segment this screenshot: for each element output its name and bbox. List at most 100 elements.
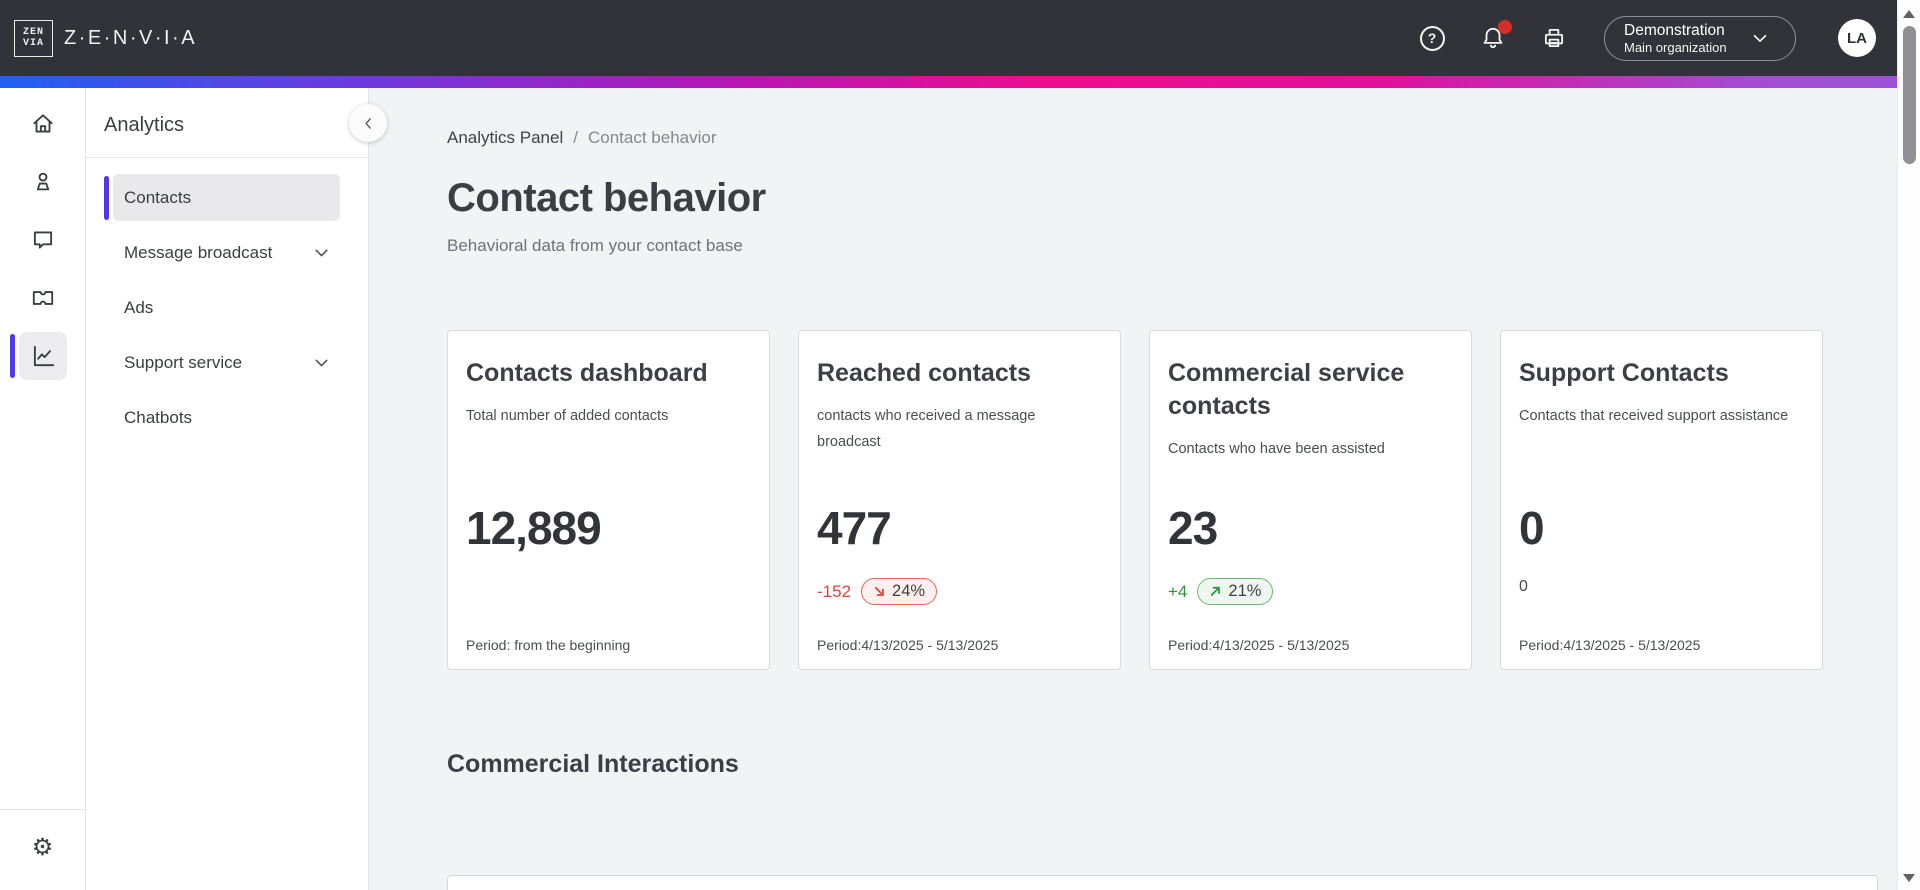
panel-title: Analytics	[86, 88, 368, 158]
analytics-panel: Analytics Contacts Message broadcast	[86, 88, 387, 890]
card-title: Support Contacts	[1519, 359, 1729, 387]
trend-badge: 24%	[861, 578, 938, 605]
menu-item-label: Ads	[124, 297, 154, 317]
collapse-panel-button[interactable]	[349, 104, 387, 142]
kpi-card-support-contacts: Support Contacts Contacts that received …	[1500, 330, 1823, 670]
logo-text-top: ZEN	[22, 27, 44, 38]
scroll-down-arrow[interactable]	[1903, 874, 1915, 882]
page-subtitle: Behavioral data from your contact base	[447, 236, 743, 255]
sidebar-item-home[interactable]	[19, 100, 67, 148]
menu-item-label: Contacts	[124, 187, 192, 207]
card-trend-row: +4 21%	[1168, 578, 1274, 605]
breadcrumb: Analytics Panel / Contact behavior	[447, 128, 1920, 148]
sidebar-item-tickets[interactable]	[19, 274, 67, 322]
chat-bubble-icon	[30, 227, 56, 253]
kpi-cards-row: Contacts dashboard Total number of added…	[447, 330, 1920, 670]
analytics-chart-icon	[30, 343, 56, 369]
sidebar-item-contacts[interactable]	[19, 158, 67, 206]
main-content: Analytics Panel / Contact behavior Conta…	[369, 88, 1920, 890]
card-period: Period:4/13/2025 - 5/13/2025	[817, 637, 999, 653]
trend-down-arrow-icon	[873, 585, 886, 598]
kpi-card-commercial-service-contacts: Commercial service contacts Contacts who…	[1149, 330, 1472, 670]
zenvia-logo-icon: ZEN VIA	[14, 19, 53, 57]
card-subtitle: contacts who received a message broadcas…	[817, 408, 1036, 451]
menu-item-message-broadcast[interactable]: Message broadcast	[113, 229, 340, 276]
card-subtitle: Total number of added contacts	[466, 408, 669, 424]
ticket-icon	[30, 285, 56, 311]
delta-value: -152	[817, 581, 852, 601]
brand-wordmark: Z·E·N·V·I·A	[64, 26, 198, 49]
menu-item-label: Message broadcast	[124, 242, 273, 262]
breadcrumb-current: Contact behavior	[587, 128, 717, 147]
organization-subtitle: Main organization	[1624, 39, 1727, 55]
person-icon	[30, 169, 56, 195]
card-value: 0	[1519, 502, 1545, 554]
active-indicator	[9, 334, 15, 378]
settings-button[interactable]: ⚙	[19, 824, 67, 872]
card-value: 12,889	[466, 502, 602, 554]
user-avatar[interactable]: LA	[1838, 19, 1876, 57]
help-icon: ?	[1419, 25, 1445, 51]
trend-up-arrow-icon	[1209, 585, 1222, 598]
card-subtitle: Contacts that received support assistanc…	[1519, 408, 1789, 424]
notification-dot	[1498, 20, 1512, 34]
trend-percent: 24%	[892, 582, 926, 600]
chevron-down-icon	[311, 352, 332, 373]
printer-icon	[1541, 25, 1567, 51]
card-period: Period:4/13/2025 - 5/13/2025	[1519, 637, 1701, 653]
menu-item-ads[interactable]: Ads	[113, 284, 340, 331]
chevron-down-icon	[1749, 27, 1771, 49]
notifications-button[interactable]	[1479, 20, 1512, 52]
active-indicator	[104, 176, 109, 220]
menu-item-label: Support service	[124, 352, 243, 372]
trend-percent: 21%	[1228, 582, 1262, 600]
gear-icon: ⚙	[31, 834, 54, 861]
sidebar-item-analytics[interactable]	[9, 332, 67, 380]
chevron-down-icon	[311, 242, 332, 263]
organization-selector[interactable]: Demonstration Main organization	[1604, 15, 1796, 61]
page-title: Contact behavior	[447, 176, 766, 220]
sidebar-item-messages[interactable]	[19, 216, 67, 264]
help-button[interactable]: ?	[1418, 24, 1446, 52]
kpi-card-reached-contacts: Reached contacts contacts who received a…	[798, 330, 1121, 670]
topbar-actions: ?	[1385, 15, 1876, 61]
menu-item-contacts[interactable]: Contacts	[104, 174, 340, 221]
kpi-card-contacts-dashboard: Contacts dashboard Total number of added…	[447, 330, 770, 670]
card-title: Reached contacts	[817, 359, 1031, 387]
topbar: ZEN VIA Z·E·N·V·I·A ?	[0, 0, 1920, 76]
card-period: Period:4/13/2025 - 5/13/2025	[1168, 637, 1350, 653]
delta-value: +4	[1168, 581, 1188, 601]
logo-text-bottom: VIA	[22, 38, 44, 49]
brand-logo[interactable]: ZEN VIA Z·E·N·V·I·A	[14, 19, 198, 57]
home-icon	[30, 111, 56, 137]
breadcrumb-separator: /	[573, 128, 578, 147]
icon-rail: ⚙	[0, 88, 86, 890]
menu-item-support-service[interactable]: Support service	[113, 339, 340, 386]
menu-item-label: Chatbots	[124, 407, 193, 427]
rail-divider	[0, 809, 85, 810]
delta-value: 0	[1519, 578, 1528, 595]
section-title-commercial-interactions: Commercial Interactions	[447, 750, 739, 778]
rail-bottom: ⚙	[0, 809, 85, 890]
card-trend-row: 0	[1519, 578, 1528, 596]
commercial-interactions-card	[447, 875, 1878, 890]
card-value: 23	[1168, 502, 1218, 554]
scrollbar-thumb[interactable]	[1903, 26, 1916, 164]
panel-menu: Contacts Message broadcast Ads Support s…	[86, 158, 368, 441]
scroll-up-arrow[interactable]	[1903, 10, 1915, 18]
print-button[interactable]	[1540, 24, 1568, 52]
card-value: 477	[817, 502, 892, 554]
card-trend-row: -152 24%	[817, 578, 938, 605]
brand-gradient-bar	[0, 76, 1920, 88]
organization-name: Demonstration	[1624, 21, 1725, 39]
card-subtitle: Contacts who have been assisted	[1168, 441, 1385, 457]
breadcrumb-parent-link[interactable]: Analytics Panel	[447, 128, 564, 147]
bell-icon	[1480, 25, 1506, 51]
card-period: Period: from the beginning	[466, 637, 631, 653]
trend-badge: 21%	[1197, 578, 1274, 605]
menu-item-chatbots[interactable]: Chatbots	[113, 394, 340, 441]
card-title: Contacts dashboard	[466, 359, 708, 387]
card-title: Commercial service contacts	[1168, 359, 1405, 420]
page-scrollbar[interactable]	[1897, 0, 1920, 890]
